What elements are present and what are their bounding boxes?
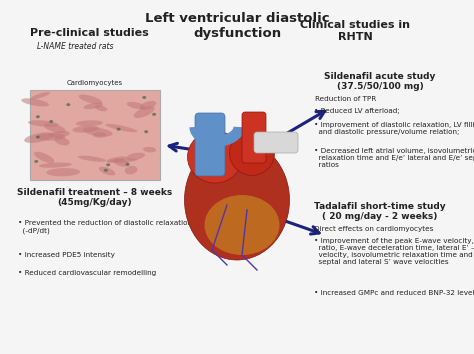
Text: L-NAME treated rats: L-NAME treated rats xyxy=(37,42,113,51)
Text: Tadalafil short-time study
( 20 mg/day - 2 weeks): Tadalafil short-time study ( 20 mg/day -… xyxy=(314,202,446,221)
Ellipse shape xyxy=(34,160,38,163)
Ellipse shape xyxy=(49,131,70,138)
Ellipse shape xyxy=(76,120,103,126)
Ellipse shape xyxy=(126,163,129,166)
Ellipse shape xyxy=(140,101,156,110)
Ellipse shape xyxy=(143,147,156,153)
Ellipse shape xyxy=(188,131,243,183)
Ellipse shape xyxy=(34,152,55,163)
Text: Direct effects on cardiomyocytes: Direct effects on cardiomyocytes xyxy=(314,226,433,232)
Text: Left ventricular diastolic
dysfunction: Left ventricular diastolic dysfunction xyxy=(145,12,329,40)
Text: Sildenafil treatment – 8 weeks
(45mg/Kg/day): Sildenafil treatment – 8 weeks (45mg/Kg/… xyxy=(18,188,173,207)
Ellipse shape xyxy=(104,169,108,172)
Text: • Prevented the reduction of diastolic relaxation
  (-dP/dt): • Prevented the reduction of diastolic r… xyxy=(18,220,192,234)
Ellipse shape xyxy=(152,113,156,116)
Ellipse shape xyxy=(54,137,70,145)
Ellipse shape xyxy=(106,163,110,166)
Ellipse shape xyxy=(127,102,146,109)
Ellipse shape xyxy=(49,120,53,123)
Ellipse shape xyxy=(66,103,70,106)
Text: • Improvement of the peak E-wave velocity, E/A
  ratio, E-wave deceleration time: • Improvement of the peak E-wave velocit… xyxy=(314,238,474,265)
Ellipse shape xyxy=(36,136,40,138)
Ellipse shape xyxy=(21,98,49,107)
Ellipse shape xyxy=(125,166,137,175)
Ellipse shape xyxy=(36,115,40,118)
Text: • Increased PDE5 intensity: • Increased PDE5 intensity xyxy=(18,252,115,258)
Ellipse shape xyxy=(78,156,106,162)
Ellipse shape xyxy=(31,92,50,99)
Ellipse shape xyxy=(46,168,80,176)
Ellipse shape xyxy=(144,130,148,133)
Ellipse shape xyxy=(142,96,146,99)
Text: Sildenafil acute study
(37.5/50/100 mg): Sildenafil acute study (37.5/50/100 mg) xyxy=(324,72,436,91)
Text: Pre-clinical studies: Pre-clinical studies xyxy=(30,28,149,38)
FancyBboxPatch shape xyxy=(30,90,160,180)
Text: • Improvement of diastolic relaxation, LV filling
  and diastolic pressure/volum: • Improvement of diastolic relaxation, L… xyxy=(314,122,474,135)
Ellipse shape xyxy=(99,167,115,175)
FancyBboxPatch shape xyxy=(242,112,266,163)
Ellipse shape xyxy=(24,132,54,143)
Ellipse shape xyxy=(39,162,72,168)
Text: • Increased GMPc and reduced BNP-32 levels: • Increased GMPc and reduced BNP-32 leve… xyxy=(314,290,474,296)
Ellipse shape xyxy=(44,124,66,133)
Ellipse shape xyxy=(73,126,99,132)
FancyBboxPatch shape xyxy=(195,113,225,176)
Ellipse shape xyxy=(204,195,280,255)
Ellipse shape xyxy=(126,153,145,160)
Ellipse shape xyxy=(106,156,127,162)
Ellipse shape xyxy=(83,127,112,137)
Text: • Reduced LV afterload;: • Reduced LV afterload; xyxy=(314,108,400,114)
Ellipse shape xyxy=(134,106,155,118)
Text: Cardiomyocytes: Cardiomyocytes xyxy=(67,80,123,86)
Ellipse shape xyxy=(95,105,107,111)
Ellipse shape xyxy=(105,124,137,132)
Ellipse shape xyxy=(36,133,65,141)
Ellipse shape xyxy=(83,103,103,109)
Text: • Reduced cardiovascular remodelling: • Reduced cardiovascular remodelling xyxy=(18,270,156,276)
Text: Reduction of TPR: Reduction of TPR xyxy=(315,96,376,102)
Ellipse shape xyxy=(108,159,137,163)
Ellipse shape xyxy=(229,131,274,176)
Ellipse shape xyxy=(28,120,59,127)
Text: • Decreased left atrial volume, isovolumetric
  relaxation time and E/e’ lateral: • Decreased left atrial volume, isovolum… xyxy=(314,148,474,168)
Ellipse shape xyxy=(114,159,129,167)
Text: Clinical studies in
RHTN: Clinical studies in RHTN xyxy=(300,20,410,42)
Ellipse shape xyxy=(184,140,290,260)
Ellipse shape xyxy=(117,128,120,131)
FancyBboxPatch shape xyxy=(254,132,298,153)
Ellipse shape xyxy=(93,132,107,138)
Ellipse shape xyxy=(79,95,102,104)
